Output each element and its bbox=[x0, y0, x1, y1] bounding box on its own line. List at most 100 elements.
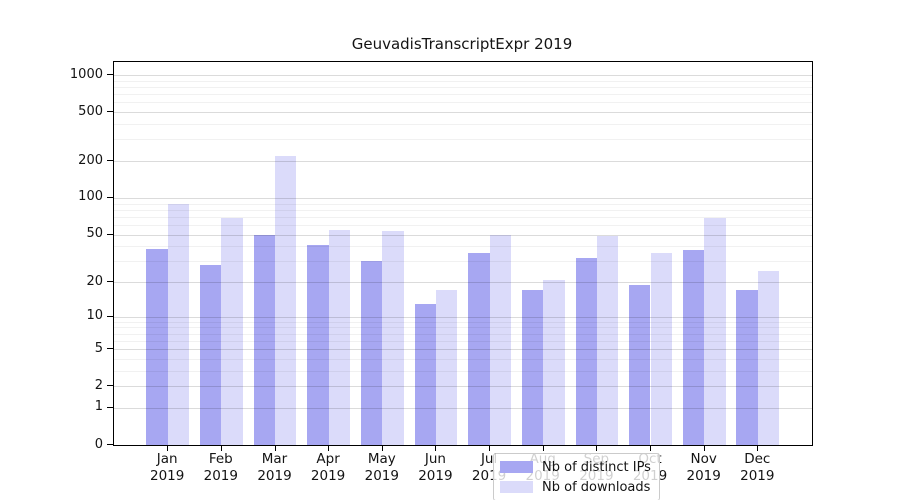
x-tick-text: 2019 bbox=[740, 468, 775, 484]
minor-gridline bbox=[114, 102, 812, 104]
y-tick-label: 500 bbox=[78, 103, 103, 119]
major-gridline bbox=[114, 407, 812, 409]
x-tick-mark bbox=[489, 445, 491, 451]
legend-item-downloads: Nb of downloads bbox=[500, 480, 659, 495]
x-tick-text: 2019 bbox=[257, 468, 292, 484]
x-tick-mark bbox=[542, 445, 544, 451]
bar-distinct-ips-feb bbox=[199, 264, 222, 445]
minor-gridline bbox=[114, 209, 812, 211]
x-tick-mark bbox=[274, 445, 276, 451]
y-tick-mark bbox=[107, 111, 113, 113]
legend-item-distinct-ips: Nb of distinct IPs bbox=[500, 460, 659, 475]
x-tick-mark bbox=[650, 445, 651, 451]
x-tick-mark bbox=[435, 445, 437, 451]
minor-gridline bbox=[114, 94, 812, 96]
x-tick-text: 2019 bbox=[686, 468, 721, 484]
y-tick-mark bbox=[107, 444, 113, 445]
x-tick-text: Mar bbox=[261, 451, 288, 467]
x-tick-label: Jun 2019 bbox=[405, 451, 465, 485]
x-tick-text: 2019 bbox=[203, 468, 238, 484]
y-tick-label: 100 bbox=[78, 189, 103, 205]
x-tick-label: Apr 2019 bbox=[298, 451, 358, 485]
x-tick-text: 2019 bbox=[310, 468, 346, 484]
y-tick-label: 1 bbox=[94, 399, 103, 415]
bar-downloads-feb bbox=[221, 218, 243, 445]
y-tick-mark bbox=[107, 406, 113, 408]
x-tick-text: 2019 bbox=[150, 468, 185, 484]
legend-label-downloads: Nb of downloads bbox=[542, 479, 651, 495]
minor-gridline bbox=[114, 139, 812, 141]
x-tick-mark bbox=[220, 445, 222, 451]
x-tick-mark bbox=[757, 445, 759, 451]
y-tick-label: 20 bbox=[86, 273, 103, 289]
bar-distinct-ips-may bbox=[360, 261, 383, 445]
bar-distinct-ips-jun bbox=[414, 303, 436, 445]
x-tick-text: Dec bbox=[744, 451, 771, 467]
x-tick-label: May 2019 bbox=[352, 451, 412, 485]
x-tick-text: 2019 bbox=[418, 468, 453, 484]
chart-title: GeuvadisTranscriptExpr 2019 bbox=[351, 35, 573, 53]
y-tick-mark bbox=[107, 74, 113, 75]
x-tick-text: Jan bbox=[156, 451, 178, 467]
bar-downloads-oct bbox=[650, 253, 672, 445]
bar-distinct-ips-sep bbox=[575, 257, 597, 445]
y-tick-mark bbox=[107, 196, 113, 198]
x-tick-text: May bbox=[367, 451, 396, 467]
bar-downloads-aug bbox=[543, 279, 565, 445]
y-tick-mark bbox=[107, 281, 113, 282]
y-tick-label: 0 bbox=[94, 436, 103, 452]
y-tick-mark bbox=[107, 348, 113, 350]
minor-gridline bbox=[114, 261, 812, 263]
minor-gridline bbox=[114, 246, 812, 248]
minor-gridline bbox=[114, 203, 812, 205]
x-tick-text: 2019 bbox=[364, 468, 399, 484]
minor-gridline bbox=[114, 340, 812, 342]
bar-downloads-jul bbox=[489, 234, 511, 445]
minor-gridline bbox=[114, 321, 812, 323]
bar-downloads-jun bbox=[435, 290, 458, 445]
major-gridline bbox=[114, 386, 812, 388]
x-tick-label: Dec 2019 bbox=[727, 451, 787, 485]
major-gridline bbox=[114, 316, 812, 318]
legend-swatch-downloads bbox=[500, 481, 533, 493]
major-gridline bbox=[114, 112, 812, 114]
minor-gridline bbox=[114, 80, 812, 82]
x-tick-text: Apr bbox=[316, 451, 340, 467]
x-tick-label: Nov 2019 bbox=[674, 451, 734, 485]
y-tick-label: 200 bbox=[78, 152, 103, 168]
y-tick-label: 50 bbox=[86, 226, 103, 241]
x-tick-mark bbox=[167, 445, 169, 451]
x-tick-mark bbox=[703, 445, 705, 451]
minor-gridline bbox=[114, 370, 812, 372]
legend-swatch-distinct-ips bbox=[500, 461, 533, 473]
y-tick-mark bbox=[107, 315, 113, 317]
minor-gridline bbox=[114, 87, 812, 88]
minor-gridline bbox=[114, 224, 812, 226]
minor-gridline bbox=[114, 358, 812, 360]
y-tick-mark bbox=[107, 385, 113, 387]
bar-distinct-ips-dec bbox=[736, 290, 758, 445]
x-tick-text: Jun bbox=[424, 451, 446, 467]
bar-distinct-ips-aug bbox=[521, 290, 544, 445]
x-tick-text: Nov bbox=[690, 451, 717, 467]
minor-gridline bbox=[114, 327, 812, 329]
y-tick-mark bbox=[107, 233, 113, 235]
bar-distinct-ips-jan bbox=[146, 248, 168, 445]
bar-distinct-ips-mar bbox=[253, 234, 275, 445]
bar-downloads-sep bbox=[596, 235, 619, 445]
bar-distinct-ips-nov bbox=[682, 250, 705, 445]
y-tick-label: 5 bbox=[94, 340, 103, 356]
major-gridline bbox=[114, 282, 812, 283]
bar-distinct-ips-oct bbox=[629, 284, 651, 445]
bar-downloads-apr bbox=[328, 230, 350, 445]
minor-gridline bbox=[114, 124, 812, 125]
x-tick-text: Feb bbox=[208, 451, 233, 467]
legend: Nb of distinct IPs Nb of downloads bbox=[493, 453, 660, 500]
bar-distinct-ips-jul bbox=[468, 253, 490, 445]
x-tick-mark bbox=[596, 445, 598, 451]
bar-downloads-mar bbox=[275, 155, 297, 445]
major-gridline bbox=[114, 197, 812, 199]
bar-downloads-nov bbox=[704, 218, 726, 445]
major-gridline bbox=[114, 349, 812, 351]
